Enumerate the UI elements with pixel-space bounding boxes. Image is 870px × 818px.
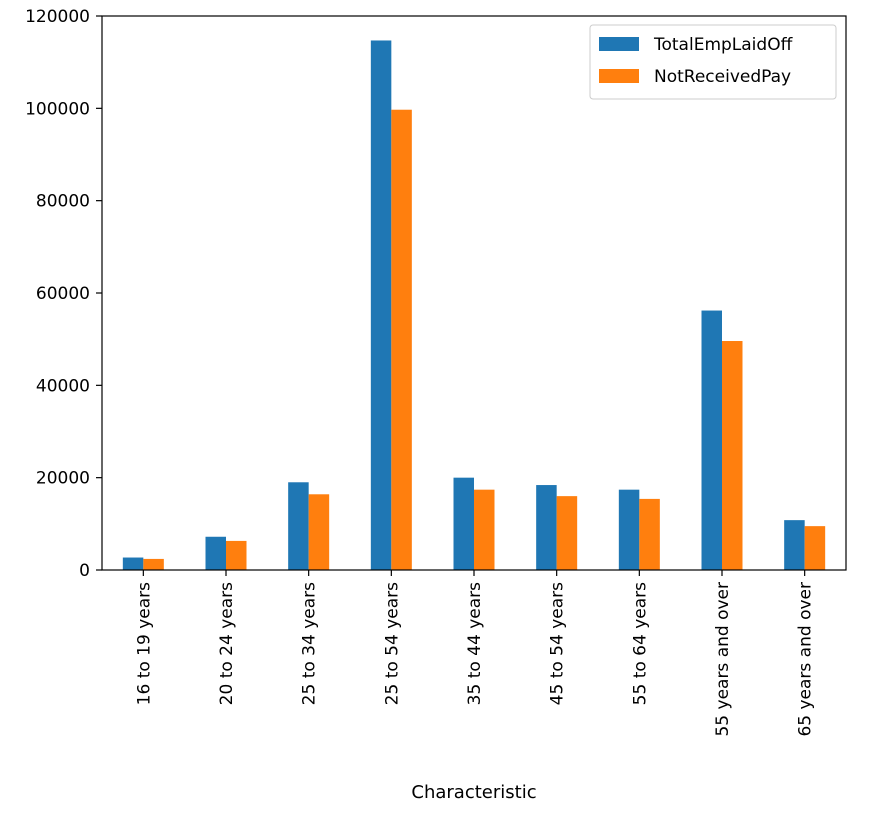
bar-NotReceivedPay-0: [143, 558, 164, 570]
bar-NotReceivedPay-1: [226, 540, 247, 570]
bar-NotReceivedPay-2: [308, 494, 330, 570]
y-tick-label: 100000: [25, 99, 90, 119]
x-tick-label: 20 to 24 years: [217, 582, 237, 705]
legend-label-NotReceivedPay: NotReceivedPay: [654, 67, 791, 87]
bars-layer: [122, 40, 826, 571]
legend: TotalEmpLaidOff NotReceivedPay: [589, 24, 837, 100]
x-tick-label: 55 to 64 years: [630, 582, 650, 705]
legend-swatch-NotReceivedPay: [599, 69, 639, 83]
bar-TotalEmpLaidOff-1: [205, 536, 226, 570]
x-tick-label: 35 to 44 years: [465, 582, 485, 705]
x-axis-title: Characteristic: [411, 782, 536, 803]
x-tick-label: 65 years and over: [796, 582, 816, 737]
legend-swatch-TotalEmpLaidOff: [599, 37, 639, 51]
bar-TotalEmpLaidOff-2: [288, 482, 309, 570]
y-tick-label: 0: [79, 561, 90, 581]
y-tick-label: 120000: [25, 7, 90, 27]
x-tick-label: 16 to 19 years: [134, 582, 154, 705]
legend-label-TotalEmpLaidOff: TotalEmpLaidOff: [653, 35, 794, 55]
bar-NotReceivedPay-4: [474, 489, 495, 570]
bar-TotalEmpLaidOff-6: [618, 489, 640, 570]
x-tick-label: 55 years and over: [713, 582, 733, 737]
axes-layer: 0 20000 40000 60000 80000 100000 120000 16 to 1…: [25, 7, 847, 737]
bar-TotalEmpLaidOff-5: [536, 485, 557, 570]
legend-box: [589, 24, 837, 100]
y-tick-label: 60000: [36, 284, 90, 304]
x-tick-label: 25 to 54 years: [382, 582, 402, 705]
x-tick-label: 25 to 34 years: [300, 582, 320, 705]
x-tick-label: 45 to 54 years: [548, 582, 568, 705]
y-tick-label: 40000: [36, 376, 90, 396]
bar-TotalEmpLaidOff-3: [370, 40, 392, 571]
bar-NotReceivedPay-3: [391, 109, 412, 570]
bar-NotReceivedPay-6: [639, 498, 660, 570]
bar-TotalEmpLaidOff-8: [784, 520, 805, 570]
bar-TotalEmpLaidOff-4: [453, 477, 474, 570]
bar-TotalEmpLaidOff-7: [701, 310, 722, 570]
bar-NotReceivedPay-7: [722, 341, 743, 570]
y-tick-label: 20000: [36, 469, 90, 489]
bar-TotalEmpLaidOff-0: [122, 557, 144, 570]
bar-NotReceivedPay-5: [556, 496, 578, 570]
bar-NotReceivedPay-8: [804, 526, 826, 570]
y-tick-label: 80000: [36, 192, 90, 212]
